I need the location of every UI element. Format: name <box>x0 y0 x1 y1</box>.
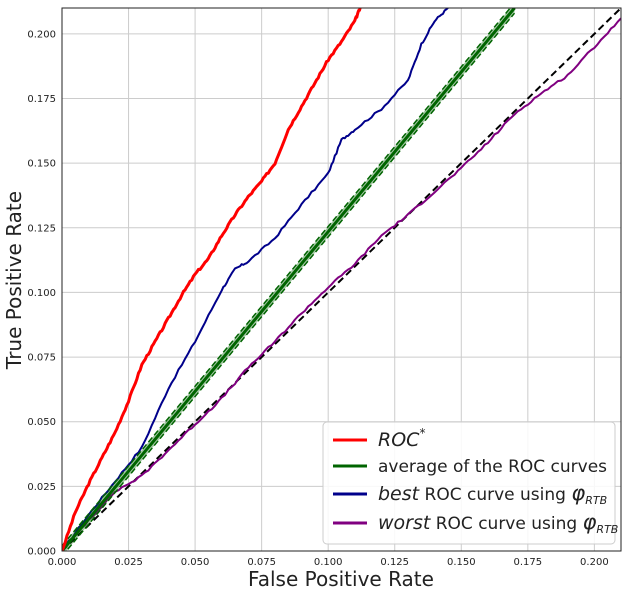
y-tick-labels: 0.000 0.025 0.050 0.075 0.100 0.125 0.150 0.175… <box>27 29 56 557</box>
average-roc-lower-bound <box>65 12 516 551</box>
x-axis-label: False Positive Rate <box>248 567 434 591</box>
y-tick-label: 0.175 <box>27 94 56 105</box>
roc-star-line <box>62 8 362 551</box>
y-tick-label: 0.050 <box>27 417 56 428</box>
average-roc-upper-bound <box>62 8 512 547</box>
worst-roc-line <box>62 17 621 551</box>
y-tick-label: 0.150 <box>27 159 56 170</box>
legend-entry-worst: worst ROC curve using φRTB <box>378 510 618 536</box>
y-tick-label: 0.075 <box>27 353 56 364</box>
x-tick-label: 0.050 <box>181 557 210 568</box>
y-tick-label: 0.100 <box>27 288 56 299</box>
best-roc-line <box>62 8 449 551</box>
legend: ROC* average of the ROC curves best ROC cu… <box>322 421 618 545</box>
x-tick-label: 0.175 <box>514 557 543 568</box>
x-tick-label: 0.125 <box>380 557 409 568</box>
x-tick-label: 0.025 <box>114 557 143 568</box>
plot-frame <box>61 7 622 552</box>
y-tick-label: 0.125 <box>27 223 56 234</box>
x-tick-labels: 0.000 0.025 0.050 0.075 0.100 0.125 0.150 0.175… <box>48 557 609 568</box>
y-tick-label: 0.200 <box>27 29 56 40</box>
legend-entry-average: average of the ROC curves <box>378 457 607 477</box>
x-tick-label: 0.075 <box>247 557 276 568</box>
x-tick-label: 0.100 <box>314 557 343 568</box>
y-axis-label: True Positive Rate <box>2 191 26 370</box>
x-tick-label: 0.200 <box>580 557 609 568</box>
y-tick-label: 0.025 <box>27 482 56 493</box>
legend-entry-roc-star: ROC* <box>378 426 425 451</box>
y-tick-label: 0.000 <box>27 547 56 558</box>
x-tick-label: 0.000 <box>48 557 77 568</box>
series-lines <box>62 8 621 551</box>
legend-box <box>322 421 616 545</box>
diagonal-reference-line <box>62 8 621 551</box>
legend-entry-best: best ROC curve using φRTB <box>378 481 607 507</box>
x-tick-label: 0.150 <box>447 557 476 568</box>
average-roc-line <box>62 8 516 551</box>
